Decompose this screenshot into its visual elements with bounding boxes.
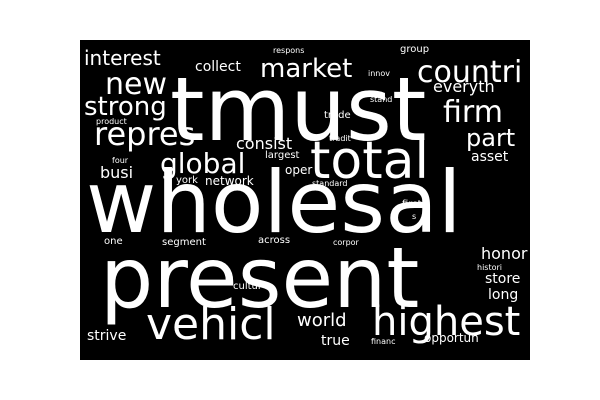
word-everyth: everyth	[433, 77, 495, 96]
word-stand: stand	[370, 95, 393, 104]
word-cultur: cultur	[233, 281, 262, 292]
word-market: market	[260, 54, 353, 84]
word-asset: asset	[471, 149, 509, 165]
word-standard: standard	[312, 179, 348, 188]
word-part: part	[466, 124, 516, 152]
word-four: four	[112, 156, 129, 165]
word-one: one	[104, 236, 123, 247]
word-world: world	[297, 310, 347, 331]
word-present: present	[100, 229, 420, 327]
word-product: product	[96, 117, 127, 126]
word-strive: strive	[87, 328, 127, 344]
word-across: across	[258, 235, 291, 246]
word-honor: honor	[481, 244, 528, 263]
word-opportun: opportun	[424, 331, 479, 345]
word-respons: respons	[273, 46, 305, 55]
word-total: total	[310, 131, 429, 191]
word-repres: repres	[94, 115, 196, 153]
word-interest: interest	[84, 46, 161, 70]
word-oper: oper	[285, 163, 313, 177]
word-firm: firm	[443, 95, 503, 130]
word-tmust: tmust	[170, 58, 427, 161]
word-collect: collect	[195, 59, 241, 75]
word-s: s	[412, 212, 417, 221]
word-york: york	[176, 175, 198, 186]
word-long: long	[488, 287, 519, 303]
word-network: network	[205, 174, 254, 188]
word-countri: countri	[417, 55, 523, 90]
word-true: true	[321, 333, 350, 349]
word-first: first	[402, 199, 422, 210]
word-segment: segment	[162, 237, 206, 248]
word-corpor: corpor	[333, 238, 359, 247]
word-financ: financ	[371, 337, 396, 346]
word-histori: histori	[477, 263, 503, 272]
word-wholesal: wholesal	[86, 153, 462, 253]
word-new: new	[105, 67, 168, 102]
word-group: group	[400, 44, 430, 55]
word-vehicl: vehicl	[146, 299, 276, 350]
word-largest: largest	[265, 150, 300, 161]
word-busi: busi	[100, 163, 134, 182]
word-consist: consist	[236, 134, 293, 153]
word-trade: trade	[324, 110, 351, 121]
word-strong: strong	[84, 92, 167, 122]
word-global: global	[160, 147, 246, 180]
word-highest: highest	[372, 299, 521, 345]
word-cloud-background	[80, 40, 530, 360]
word-innov: innov	[368, 69, 390, 78]
word-tradit: tradit	[329, 134, 351, 143]
word-store: store	[485, 271, 521, 287]
